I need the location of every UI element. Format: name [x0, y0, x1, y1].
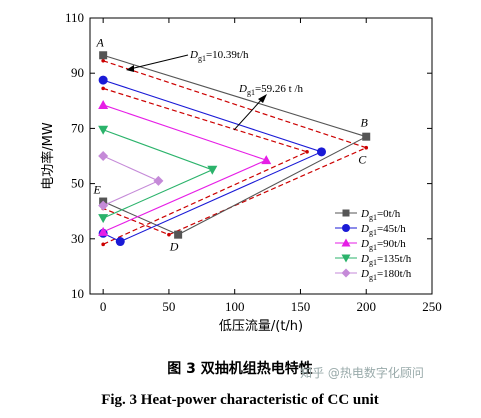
x-tick-label: 150 — [291, 299, 311, 314]
caption-en: Fig. 3 Heat-power characteristic of CC u… — [101, 392, 379, 408]
data-point — [153, 175, 164, 186]
legend-label-part: g1 — [369, 228, 377, 237]
legend-label-part: g1 — [369, 273, 377, 282]
legend-item-4: Dg1=180t/h — [335, 268, 412, 282]
reference-point — [101, 86, 105, 91]
series-0 — [99, 51, 371, 239]
data-point — [115, 237, 125, 247]
annotation-arrowhead-bottom — [258, 94, 267, 103]
y-tick-label: 110 — [65, 10, 84, 25]
y-axis-label: 电功率/MW — [40, 122, 56, 190]
data-point — [207, 165, 218, 175]
legend-label-part: =0t/h — [377, 208, 401, 220]
data-point — [362, 132, 371, 141]
data-point — [98, 214, 109, 224]
y-tick-label: 30 — [71, 231, 84, 246]
annotation-arrowhead-top — [126, 65, 134, 72]
reference-boundary-outer — [102, 60, 368, 236]
legend-label-part: =180t/h — [377, 268, 412, 280]
x-axis-label: 低压流量/(t/h) — [219, 319, 303, 334]
annotation-bottom: Dg1=59.26 t /h — [233, 83, 304, 131]
reference-point — [101, 242, 105, 247]
legend-label-part: D — [360, 253, 369, 265]
annotation-text-bottom: Dg1=59.26 t /h — [238, 83, 304, 97]
y-tick-label: 10 — [71, 286, 84, 301]
x-tick-label: 250 — [422, 299, 442, 314]
legend-item-0: Dg1=0t/h — [335, 208, 401, 222]
x-tick-label: 100 — [225, 299, 245, 314]
legend-label-part: D — [360, 238, 369, 250]
legend-item-3: Dg1=135t/h — [335, 253, 412, 267]
annotation-text-top: Dg1=10.39t/h — [189, 49, 249, 63]
annotation-arrow-bottom — [233, 97, 264, 131]
legend-label: Dg1=45t/h — [360, 223, 406, 237]
legend-label: Dg1=180t/h — [360, 268, 412, 282]
annotation-arrow-top — [129, 54, 189, 70]
legend-label-part: g1 — [369, 213, 377, 222]
watermark: 知乎 @热电数字化顾问 — [300, 365, 424, 380]
legend-marker — [341, 268, 351, 278]
series-line — [102, 129, 214, 219]
data-point — [98, 125, 109, 135]
legend-marker — [341, 254, 351, 263]
legend-label-part: D — [360, 208, 369, 220]
series-line — [102, 79, 324, 243]
legend-marker — [341, 238, 351, 247]
legend-label-part: =90t/h — [377, 238, 406, 250]
legend: Dg1=0t/hDg1=45t/hDg1=90t/hDg1=135t/hDg1=… — [335, 208, 412, 282]
x-tick-label: 200 — [356, 299, 376, 314]
series-line — [102, 155, 160, 207]
data-point — [99, 51, 108, 60]
reference-point — [364, 145, 369, 150]
reference-point — [101, 58, 105, 63]
data-point — [174, 230, 183, 239]
annotation-top: Dg1=10.39t/h — [126, 49, 249, 72]
y-tick-label: 50 — [71, 176, 84, 191]
legend-marker — [342, 209, 350, 217]
legend-label-part: D — [360, 223, 369, 235]
data-point — [261, 155, 272, 165]
reference-boundary-inner — [102, 87, 309, 245]
data-point — [98, 200, 109, 211]
point-label-B: B — [361, 116, 369, 130]
caption-cn: 图 3 双抽机组热电特性 — [167, 360, 313, 377]
series-group — [98, 51, 371, 247]
axis-ticks: 0 50 100 150 200 250 10 30 50 70 90 110 — [65, 10, 442, 314]
series-2 — [98, 99, 272, 236]
legend-label: Dg1=0t/h — [360, 208, 401, 222]
legend-label-part: g1 — [369, 258, 377, 267]
point-label-D: D — [169, 240, 179, 254]
legend-label-part: D — [360, 268, 369, 280]
legend-item-2: Dg1=90t/h — [335, 238, 406, 252]
point-label-C: C — [358, 153, 367, 167]
reference-point — [305, 150, 309, 154]
data-point — [317, 147, 327, 157]
legend-label: Dg1=90t/h — [360, 238, 406, 252]
reference-point — [167, 232, 171, 237]
data-point — [98, 226, 109, 236]
x-tick-label: 0 — [100, 299, 107, 314]
legend-item-1: Dg1=45t/h — [335, 223, 406, 237]
legend-label-part: =135t/h — [377, 253, 412, 265]
y-tick-label: 70 — [71, 120, 84, 135]
legend-label-part: g1 — [369, 243, 377, 252]
series-4 — [98, 151, 164, 211]
data-point — [98, 75, 108, 85]
series-3 — [98, 125, 218, 224]
point-label-A: A — [95, 35, 104, 49]
data-point — [98, 99, 109, 109]
series-line — [102, 54, 368, 236]
legend-label-part: =45t/h — [377, 223, 406, 235]
data-point — [98, 151, 109, 161]
y-tick-label: 90 — [71, 65, 84, 80]
plot-frame — [89, 17, 433, 295]
x-tick-label: 50 — [162, 299, 175, 314]
legend-marker — [342, 224, 350, 232]
legend-label: Dg1=135t/h — [360, 253, 412, 267]
point-label-E: E — [92, 183, 101, 197]
point-labels: A B C D E — [92, 35, 368, 253]
